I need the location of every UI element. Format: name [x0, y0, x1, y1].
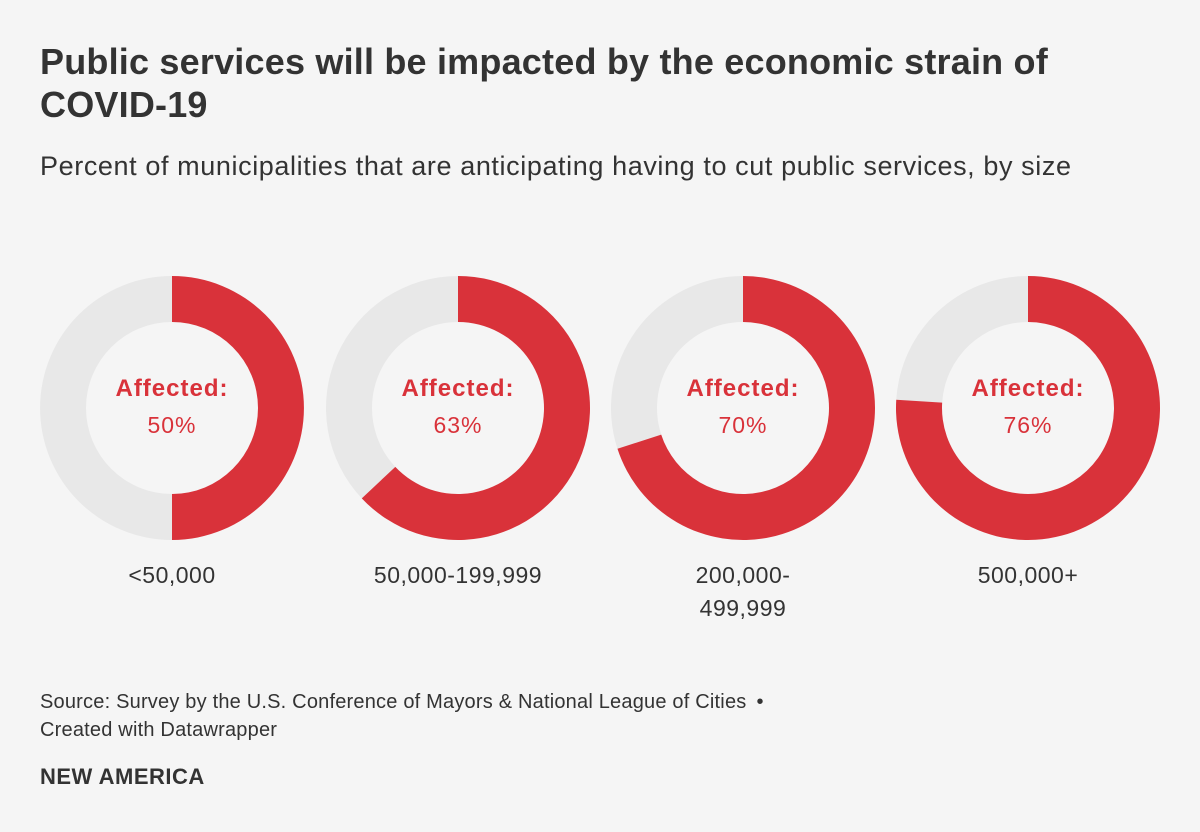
donut-value-label: 63%	[433, 412, 482, 438]
donut-category-label: <50,000	[128, 562, 215, 588]
donut-remainder-slice	[896, 276, 1028, 403]
donut-remainder-slice	[325, 276, 458, 499]
donut-value-label: 50%	[147, 412, 196, 438]
donut-center-label: Affected:	[686, 375, 799, 402]
donut-remainder-slice	[40, 276, 173, 540]
donut-category-label: 50,000-199,999	[374, 562, 542, 588]
donut-category-label: 500,000+	[978, 562, 1079, 588]
donut-affected-slice	[172, 276, 304, 540]
donut-center-label: Affected:	[971, 375, 1084, 402]
source-note: Source: Survey by the U.S. Conference of…	[40, 688, 940, 744]
donut-affected-slice	[896, 276, 1161, 540]
donut-center-label: Affected:	[401, 375, 514, 402]
brand-logo-text: NEW AMERICA	[40, 764, 205, 789]
chart-subtitle: Percent of municipalities that are antic…	[40, 151, 1072, 181]
donut-value-label: 76%	[1003, 412, 1052, 438]
donut-category-label: 499,999	[700, 595, 787, 621]
donut-value-label: 70%	[718, 412, 767, 438]
donut-center-label: Affected:	[115, 375, 228, 402]
source-text: Source: Survey by the U.S. Conference of…	[40, 691, 747, 713]
donut-category-label: 200,000-	[696, 562, 791, 588]
credit-text: Created with Datawrapper	[40, 719, 278, 741]
donut-remainder-slice	[610, 276, 743, 449]
chart-title: Public services will be impacted by the …	[40, 41, 1048, 125]
donut-affected-slice	[361, 276, 590, 540]
donut-affected-slice	[617, 276, 876, 540]
separator-dot: •	[756, 691, 764, 713]
